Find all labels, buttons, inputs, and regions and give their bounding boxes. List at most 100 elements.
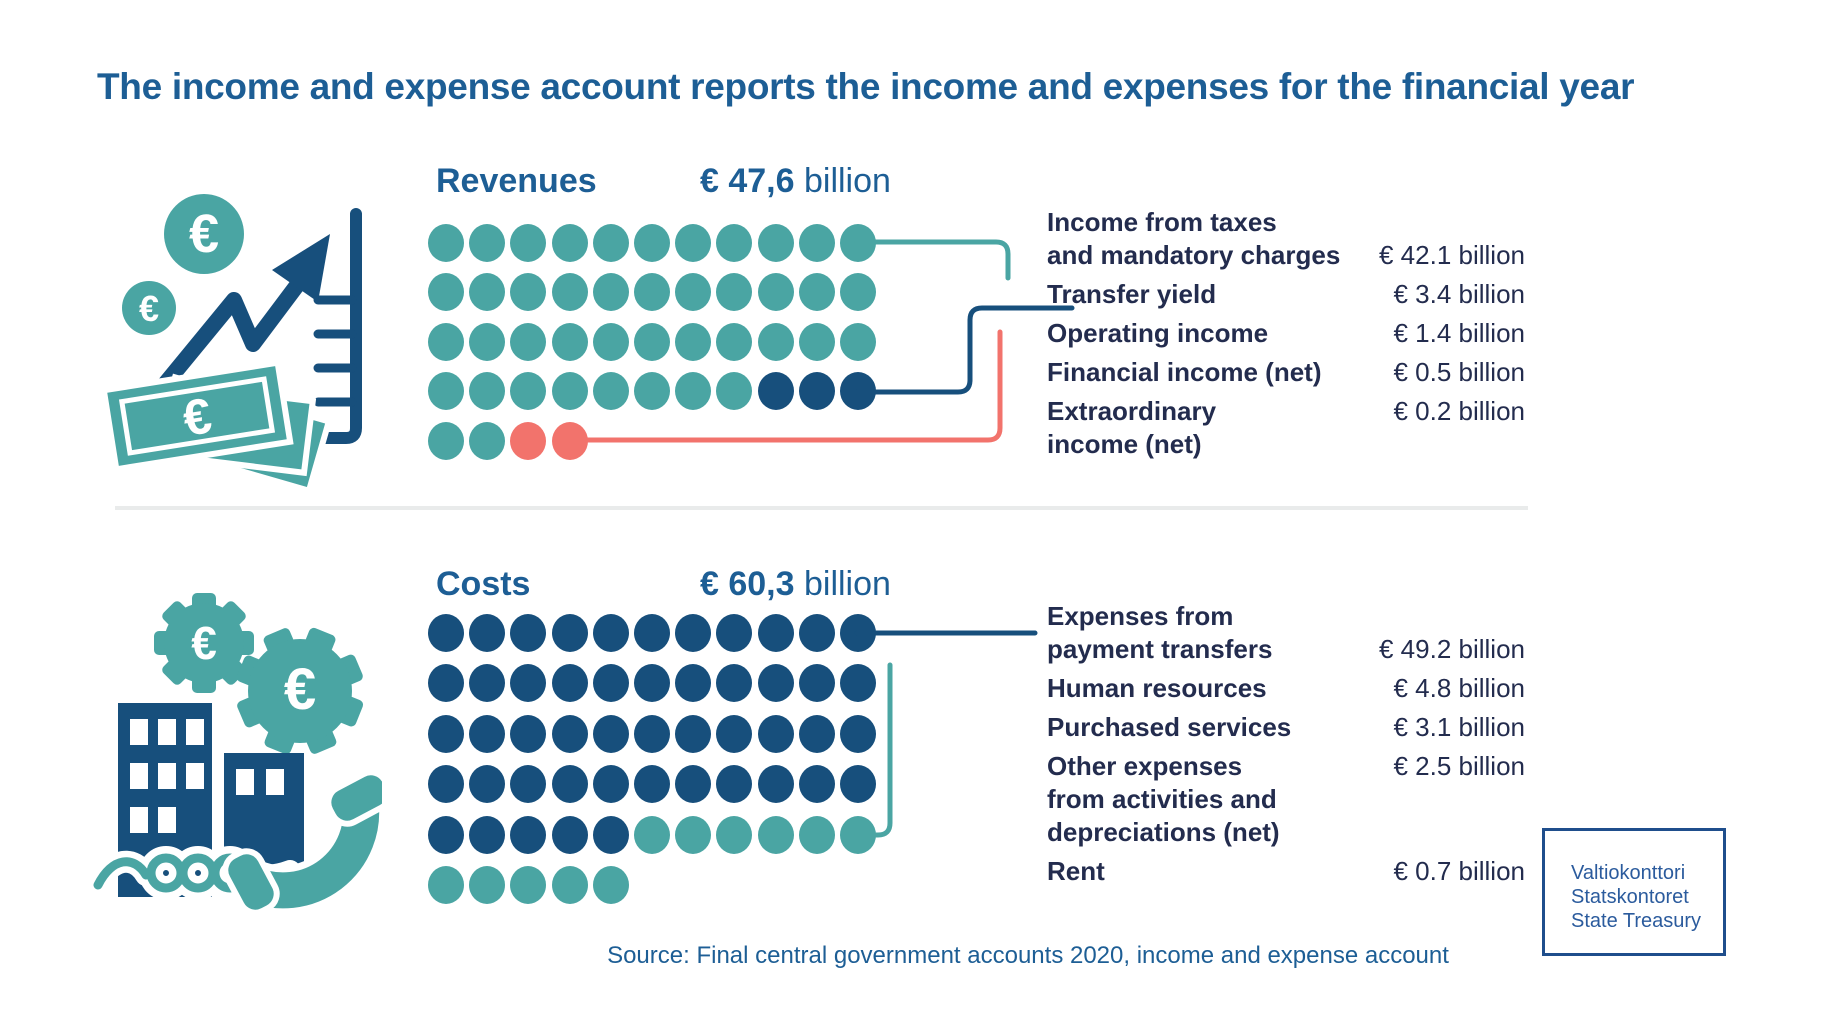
dot	[592, 664, 629, 703]
dot	[428, 372, 464, 411]
dot	[428, 714, 464, 753]
dot	[840, 224, 876, 262]
svg-text:€: €	[139, 288, 159, 329]
dot	[592, 765, 629, 804]
legend-item-label: Financial income (net)	[1047, 357, 1322, 387]
euro-coin-small-icon: €	[122, 281, 176, 335]
dot	[551, 421, 588, 460]
dot	[469, 224, 506, 262]
dot	[757, 664, 794, 703]
dot	[634, 273, 670, 312]
legend-item-value: € 0.7 billion	[1393, 856, 1525, 886]
dot	[551, 224, 588, 262]
dot	[592, 273, 629, 312]
dot	[428, 815, 464, 854]
dot	[716, 273, 753, 312]
legend-item-value: € 3.1 billion	[1393, 712, 1525, 742]
costs-amount: € 60,3 billion	[700, 565, 891, 604]
dot	[675, 372, 712, 411]
dot	[675, 322, 712, 361]
dot	[592, 866, 629, 904]
legend-item-label: Income from taxes and mandatory charges	[1047, 207, 1341, 270]
dot	[592, 224, 629, 262]
dot	[716, 815, 753, 854]
dot	[592, 815, 629, 854]
dot	[634, 224, 670, 262]
phone-handset-icon	[222, 769, 382, 915]
dot	[510, 614, 547, 652]
dot	[510, 664, 547, 703]
legend-item-label: Purchased services	[1047, 712, 1292, 742]
dot	[428, 614, 464, 652]
dot	[675, 224, 712, 262]
legend-item-label: Extraordinary income (net)	[1047, 396, 1217, 459]
dot	[840, 765, 876, 804]
dot	[757, 815, 794, 854]
growth-arrow-icon	[135, 234, 330, 418]
dot	[592, 372, 629, 411]
dot	[469, 372, 506, 411]
dot	[469, 765, 506, 804]
banknotes-icon: €	[100, 359, 333, 492]
dot	[469, 421, 506, 460]
state-treasury-logo: Valtiokonttori Statskontoret State Treas…	[1542, 828, 1726, 956]
dot	[634, 714, 670, 753]
dot	[551, 765, 588, 804]
dot	[510, 714, 547, 753]
svg-text:€: €	[284, 657, 316, 722]
dot	[798, 714, 835, 753]
dot	[510, 866, 547, 904]
dot	[551, 815, 588, 854]
dot	[716, 614, 753, 652]
legend-item-label: Transfer yield	[1047, 279, 1217, 309]
costs-amount-value: € 60,3	[700, 565, 795, 603]
page-title: The income and expense account reports t…	[97, 66, 1635, 107]
dot	[675, 614, 712, 652]
dot	[675, 664, 712, 703]
legend-item-value: € 49.2 billion	[1379, 634, 1525, 664]
revenues-amount-unit: billion	[803, 162, 891, 200]
dot	[428, 765, 464, 804]
dot	[551, 322, 588, 361]
dot	[716, 322, 753, 361]
dot	[634, 815, 670, 854]
costs-legend: Expenses from payment transfers € 49.2 bi…	[1047, 600, 1525, 894]
euro-coin-icon: €	[164, 194, 244, 274]
dot	[551, 273, 588, 312]
dot	[757, 614, 794, 652]
dot	[428, 273, 464, 312]
legend-item: Operating income € 1.4 billion	[1047, 317, 1525, 350]
dot	[757, 765, 794, 804]
revenues-legend: Income from taxes and mandatory charges €…	[1047, 206, 1525, 467]
dot	[716, 664, 753, 703]
legend-item: Human resources € 4.8 billion	[1047, 672, 1525, 705]
legend-item: Other expenses from activities and depre…	[1047, 750, 1525, 849]
section-divider	[115, 506, 1528, 510]
dot	[757, 714, 794, 753]
dot	[757, 273, 794, 312]
dot	[798, 372, 835, 411]
legend-item-label: Other expenses from activities and depre…	[1047, 751, 1280, 847]
dot	[551, 714, 588, 753]
legend-item: Financial income (net) € 0.5 billion	[1047, 356, 1525, 389]
dot	[675, 815, 712, 854]
revenues-amount-value: € 47,6	[700, 162, 795, 200]
dot	[798, 815, 835, 854]
costs-label: Costs	[436, 565, 531, 603]
revenues-amount: € 47,6 billion	[700, 162, 891, 201]
dot	[428, 866, 464, 904]
dot	[469, 273, 506, 312]
dot	[634, 765, 670, 804]
legend-item: Transfer yield € 3.4 billion	[1047, 278, 1525, 311]
dot	[469, 714, 506, 753]
dot	[798, 224, 835, 262]
legend-item: Income from taxes and mandatory charges €…	[1047, 206, 1525, 272]
dot	[798, 273, 835, 312]
gear-euro-large-icon: €	[236, 627, 364, 755]
legend-item-value: € 1.4 billion	[1393, 318, 1525, 348]
legend-item: Extraordinary income (net) € 0.2 billion	[1047, 395, 1525, 461]
dot	[757, 372, 794, 411]
legend-item-label: Rent	[1047, 856, 1105, 886]
gear-euro-icon: €	[154, 593, 254, 693]
